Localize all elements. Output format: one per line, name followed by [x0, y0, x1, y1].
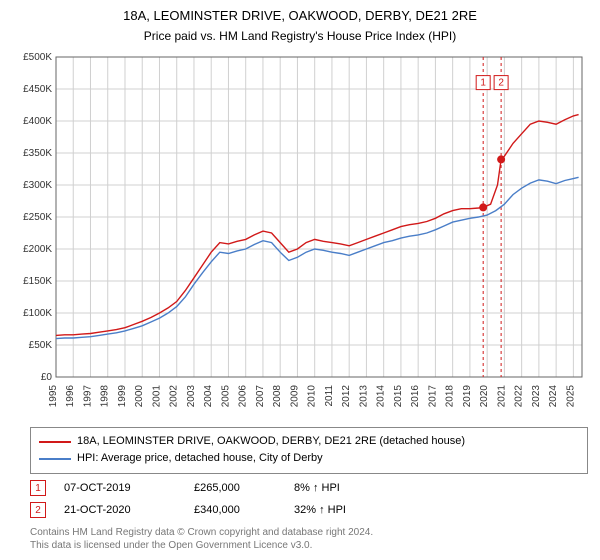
svg-text:2002: 2002	[169, 384, 180, 407]
chart-title-line1: 18A, LEOMINSTER DRIVE, OAKWOOD, DERBY, D…	[12, 8, 588, 25]
sale-pct: 8% ↑ HPI	[294, 482, 588, 494]
svg-text:2005: 2005	[220, 384, 231, 407]
svg-text:2016: 2016	[410, 384, 421, 407]
footer-line2: This data is licensed under the Open Gov…	[30, 539, 588, 552]
svg-text:1999: 1999	[117, 384, 128, 407]
svg-text:2011: 2011	[324, 384, 335, 406]
sale-row: 2 21-OCT-2020£340,00032% ↑ HPI	[30, 502, 588, 518]
svg-text:£0: £0	[41, 372, 53, 383]
svg-text:2017: 2017	[427, 384, 438, 407]
svg-text:£50K: £50K	[29, 340, 53, 351]
svg-text:2021: 2021	[496, 384, 507, 407]
sales-table: 1 07-OCT-2019£265,0008% ↑ HPI 2 21-OCT-2020…	[12, 480, 588, 518]
svg-text:2023: 2023	[531, 384, 542, 407]
svg-text:£100K: £100K	[23, 308, 52, 319]
svg-text:2004: 2004	[203, 384, 214, 407]
svg-text:1: 1	[480, 77, 486, 88]
svg-text:2012: 2012	[341, 384, 352, 407]
svg-text:2000: 2000	[134, 384, 145, 407]
svg-text:2022: 2022	[514, 384, 525, 407]
sale-marker-box: 1	[30, 480, 46, 496]
sale-row: 1 07-OCT-2019£265,0008% ↑ HPI	[30, 480, 588, 496]
chart-title-line2: Price paid vs. HM Land Registry's House …	[12, 29, 588, 43]
svg-text:2015: 2015	[393, 384, 404, 407]
svg-text:2020: 2020	[479, 384, 490, 407]
svg-text:2008: 2008	[272, 384, 283, 407]
svg-text:2014: 2014	[376, 384, 387, 407]
svg-text:2: 2	[498, 77, 504, 88]
svg-text:£400K: £400K	[23, 116, 52, 127]
chart-svg: £0 £50K £100K £150K £200K £250K £300K £350K £400…	[12, 51, 588, 421]
svg-text:2025: 2025	[565, 384, 576, 407]
legend-label-hpi: HPI: Average price, detached house, City…	[77, 450, 323, 468]
svg-text:£500K: £500K	[23, 52, 52, 63]
svg-text:2010: 2010	[307, 384, 318, 407]
sale-date: 07-OCT-2019	[64, 482, 194, 494]
svg-text:1996: 1996	[65, 384, 76, 407]
legend-row-price-paid: 18A, LEOMINSTER DRIVE, OAKWOOD, DERBY, D…	[39, 433, 579, 451]
svg-text:2009: 2009	[289, 384, 300, 407]
legend-label-price-paid: 18A, LEOMINSTER DRIVE, OAKWOOD, DERBY, D…	[77, 433, 465, 451]
legend-row-hpi: HPI: Average price, detached house, City…	[39, 450, 579, 468]
footer-attribution: Contains HM Land Registry data © Crown c…	[30, 526, 588, 552]
legend-line-price-paid	[39, 441, 71, 443]
svg-text:£200K: £200K	[23, 244, 52, 255]
svg-text:£450K: £450K	[23, 84, 52, 95]
legend-box: 18A, LEOMINSTER DRIVE, OAKWOOD, DERBY, D…	[30, 427, 588, 474]
svg-text:£350K: £350K	[23, 148, 52, 159]
svg-text:2013: 2013	[358, 384, 369, 407]
svg-text:2006: 2006	[238, 384, 249, 407]
svg-text:£250K: £250K	[23, 212, 52, 223]
svg-text:2018: 2018	[445, 384, 456, 407]
svg-text:£300K: £300K	[23, 180, 52, 191]
svg-text:2019: 2019	[462, 384, 473, 407]
sale-marker-box: 2	[30, 502, 46, 518]
sale-date: 21-OCT-2020	[64, 504, 194, 516]
chart-area: £0 £50K £100K £150K £200K £250K £300K £350K £400…	[12, 51, 588, 421]
footer-line1: Contains HM Land Registry data © Crown c…	[30, 526, 588, 539]
svg-text:2001: 2001	[151, 384, 162, 407]
sale-price: £265,000	[194, 482, 294, 494]
svg-text:£150K: £150K	[23, 276, 52, 287]
legend-line-hpi	[39, 458, 71, 460]
svg-text:2024: 2024	[548, 384, 559, 407]
svg-text:2003: 2003	[186, 384, 197, 407]
svg-text:1998: 1998	[100, 384, 111, 407]
svg-text:2007: 2007	[255, 384, 266, 407]
svg-text:1997: 1997	[82, 384, 93, 407]
svg-text:1995: 1995	[48, 384, 59, 407]
sale-pct: 32% ↑ HPI	[294, 504, 588, 516]
sale-price: £340,000	[194, 504, 294, 516]
